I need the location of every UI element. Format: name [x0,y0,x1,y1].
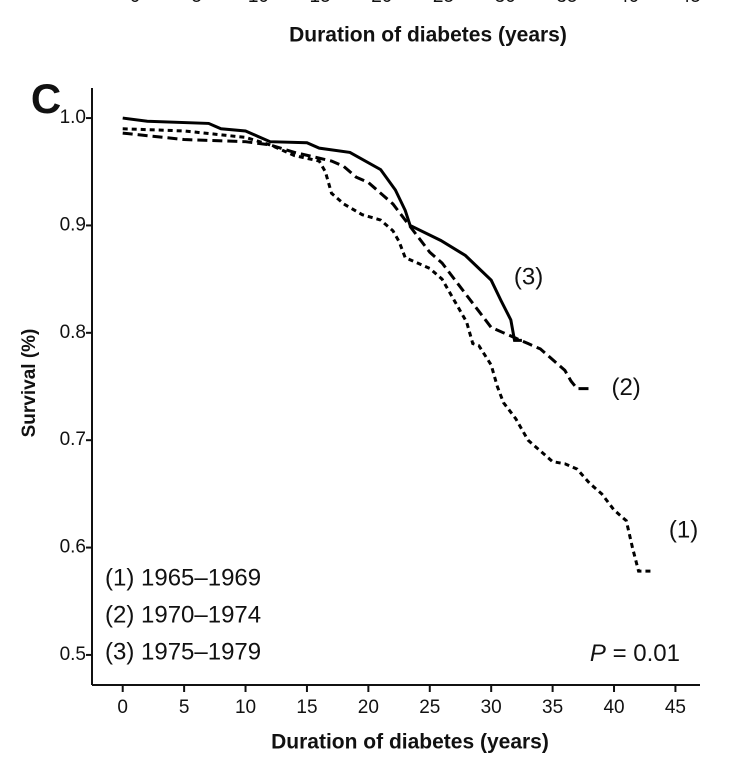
y-axis-label: Survival (%) [19,329,40,438]
x-tick-label: 40 [603,697,624,718]
above-x-tick-label: 10 [248,0,269,7]
y-tick-label: 0.8 [60,322,86,343]
p-text: = 0.01 [613,640,680,667]
survival-curve [122,116,522,342]
p-symbol: P [590,640,606,667]
x-tick-label: 45 [665,697,686,718]
above-x-label: Duration of diabetes (years) [289,24,567,47]
curve-label: (2) [611,374,640,401]
legend-entry: (3) 1975–1979 [105,638,261,665]
y-tick-label: 0.6 [60,537,86,558]
x-tick-label: 25 [419,697,440,718]
y-tick-label: 0.7 [60,429,86,450]
above-x-tick-label: 0 [130,0,141,7]
above-x-tick-label: 30 [495,0,516,7]
p-value: P = 0.01 [590,640,680,667]
legend-entry: (2) 1970–1974 [105,601,261,628]
x-tick-label: 15 [296,697,317,718]
above-x-tick-label: 15 [310,0,331,7]
legend-entry: (1) 1965–1969 [105,564,261,591]
x-tick-label: 30 [481,697,502,718]
y-tick-label: 0.9 [60,214,86,235]
curve-label: (1) [669,517,698,544]
curve-label: (3) [514,264,543,291]
y-tick-label: 0.5 [60,644,86,665]
above-x-tick-label: 35 [556,0,577,7]
above-x-tick-label: 5 [191,0,202,7]
x-tick-label: 35 [542,697,563,718]
x-tick-label: 20 [358,697,379,718]
survival-curve [122,131,590,391]
x-tick-label: 0 [117,697,128,718]
above-x-tick-label: 20 [371,0,392,7]
y-tick-label: 1.0 [60,107,86,128]
x-axis-label: Duration of diabetes (years) [271,731,549,754]
panel-letter: C [31,75,61,122]
above-x-tick-label: 40 [618,0,639,7]
x-tick-label: 10 [235,697,256,718]
survival-curve [122,127,651,573]
above-x-tick-label: 25 [433,0,454,7]
x-tick-label: 5 [179,697,190,718]
above-x-tick-label: 45 [680,0,701,7]
